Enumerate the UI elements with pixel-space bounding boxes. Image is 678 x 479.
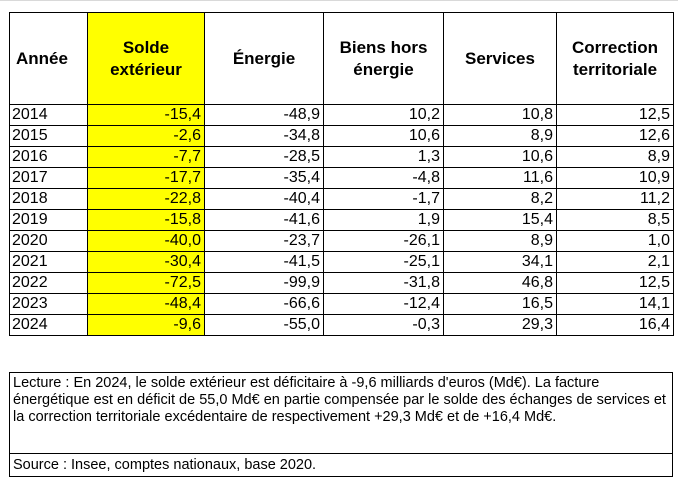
table-row: 2015 -2,6 -34,8 10,6 8,9 12,6	[9, 125, 674, 147]
cell-solde-exterieur[interactable]: -40,0	[87, 230, 205, 252]
header-annee[interactable]: Année	[9, 12, 88, 105]
cell-services[interactable]: 11,6	[443, 167, 557, 189]
cell-energie[interactable]: -41,6	[204, 209, 324, 231]
cell-annee[interactable]: 2020	[9, 230, 88, 252]
cell-energie[interactable]: -28,5	[204, 146, 324, 168]
cell-energie[interactable]: -40,4	[204, 188, 324, 210]
header-row: Année Solde extérieur Énergie Biens hors…	[9, 12, 674, 105]
cell-solde-exterieur[interactable]: -9,6	[87, 314, 205, 336]
cell-correction-territoriale[interactable]: 12,6	[556, 125, 674, 147]
cell-correction-territoriale[interactable]: 16,4	[556, 314, 674, 336]
cell-services[interactable]: 10,8	[443, 104, 557, 126]
cell-solde-exterieur[interactable]: -22,8	[87, 188, 205, 210]
cell-services[interactable]: 34,1	[443, 251, 557, 273]
cell-energie[interactable]: -41,5	[204, 251, 324, 273]
cell-biens-hors-energie[interactable]: 10,2	[323, 104, 444, 126]
cell-services[interactable]: 29,3	[443, 314, 557, 336]
lecture-note[interactable]: Lecture : En 2024, le solde extérieur es…	[9, 372, 673, 454]
cell-annee[interactable]: 2022	[9, 272, 88, 294]
cell-annee[interactable]: 2024	[9, 314, 88, 336]
cell-biens-hors-energie[interactable]: -0,3	[323, 314, 444, 336]
cell-solde-exterieur[interactable]: -48,4	[87, 293, 205, 315]
cell-correction-territoriale[interactable]: 10,9	[556, 167, 674, 189]
cell-biens-hors-energie[interactable]: -26,1	[323, 230, 444, 252]
cell-annee[interactable]: 2015	[9, 125, 88, 147]
sheet-gridline	[0, 0, 678, 1]
cell-biens-hors-energie[interactable]: -12,4	[323, 293, 444, 315]
cell-energie[interactable]: -66,6	[204, 293, 324, 315]
table-row: 2014 -15,4 -48,9 10,2 10,8 12,5	[9, 104, 674, 126]
cell-solde-exterieur[interactable]: -15,4	[87, 104, 205, 126]
cell-annee[interactable]: 2017	[9, 167, 88, 189]
header-correction-territoriale[interactable]: Correction territoriale	[556, 12, 674, 105]
table-row: 2024 -9,6 -55,0 -0,3 29,3 16,4	[9, 314, 674, 336]
trade-balance-table: Année Solde extérieur Énergie Biens hors…	[9, 12, 674, 336]
table-row: 2022 -72,5 -99,9 -31,8 46,8 12,5	[9, 272, 674, 294]
cell-correction-territoriale[interactable]: 12,5	[556, 104, 674, 126]
cell-biens-hors-energie[interactable]: -25,1	[323, 251, 444, 273]
cell-solde-exterieur[interactable]: -72,5	[87, 272, 205, 294]
cell-energie[interactable]: -34,8	[204, 125, 324, 147]
cell-energie[interactable]: -23,7	[204, 230, 324, 252]
cell-correction-territoriale[interactable]: 12,5	[556, 272, 674, 294]
cell-solde-exterieur[interactable]: -30,4	[87, 251, 205, 273]
cell-biens-hors-energie[interactable]: -4,8	[323, 167, 444, 189]
cell-biens-hors-energie[interactable]: -1,7	[323, 188, 444, 210]
header-biens-hors-energie[interactable]: Biens hors énergie	[323, 12, 444, 105]
source-note[interactable]: Source : Insee, comptes nationaux, base …	[9, 454, 673, 477]
table-row: 2020 -40,0 -23,7 -26,1 8,9 1,0	[9, 230, 674, 252]
cell-biens-hors-energie[interactable]: 1,3	[323, 146, 444, 168]
cell-correction-territoriale[interactable]: 1,0	[556, 230, 674, 252]
cell-correction-territoriale[interactable]: 14,1	[556, 293, 674, 315]
table-row: 2018 -22,8 -40,4 -1,7 8,2 11,2	[9, 188, 674, 210]
cell-services[interactable]: 16,5	[443, 293, 557, 315]
cell-solde-exterieur[interactable]: -2,6	[87, 125, 205, 147]
table-row: 2019 -15,8 -41,6 1,9 15,4 8,5	[9, 209, 674, 231]
table-row: 2023 -48,4 -66,6 -12,4 16,5 14,1	[9, 293, 674, 315]
cell-solde-exterieur[interactable]: -17,7	[87, 167, 205, 189]
table-row: 2017 -17,7 -35,4 -4,8 11,6 10,9	[9, 167, 674, 189]
cell-annee[interactable]: 2023	[9, 293, 88, 315]
cell-biens-hors-energie[interactable]: -31,8	[323, 272, 444, 294]
cell-services[interactable]: 10,6	[443, 146, 557, 168]
cell-services[interactable]: 8,2	[443, 188, 557, 210]
cell-services[interactable]: 15,4	[443, 209, 557, 231]
cell-biens-hors-energie[interactable]: 10,6	[323, 125, 444, 147]
cell-correction-territoriale[interactable]: 8,9	[556, 146, 674, 168]
cell-annee[interactable]: 2016	[9, 146, 88, 168]
cell-services[interactable]: 8,9	[443, 230, 557, 252]
table-body: 2014 -15,4 -48,9 10,2 10,8 12,5 2015 -2,6 -34,8 1…	[9, 104, 674, 336]
cell-correction-territoriale[interactable]: 11,2	[556, 188, 674, 210]
cell-annee[interactable]: 2019	[9, 209, 88, 231]
cell-solde-exterieur[interactable]: -7,7	[87, 146, 205, 168]
cell-solde-exterieur[interactable]: -15,8	[87, 209, 205, 231]
header-energie[interactable]: Énergie	[204, 12, 324, 105]
header-services[interactable]: Services	[443, 12, 557, 105]
cell-annee[interactable]: 2018	[9, 188, 88, 210]
header-solde-exterieur[interactable]: Solde extérieur	[87, 12, 205, 105]
cell-biens-hors-energie[interactable]: 1,9	[323, 209, 444, 231]
cell-annee[interactable]: 2014	[9, 104, 88, 126]
cell-energie[interactable]: -35,4	[204, 167, 324, 189]
cell-correction-territoriale[interactable]: 8,5	[556, 209, 674, 231]
cell-energie[interactable]: -99,9	[204, 272, 324, 294]
cell-annee[interactable]: 2021	[9, 251, 88, 273]
table-row: 2016 -7,7 -28,5 1,3 10,6 8,9	[9, 146, 674, 168]
cell-energie[interactable]: -48,9	[204, 104, 324, 126]
cell-services[interactable]: 8,9	[443, 125, 557, 147]
cell-services[interactable]: 46,8	[443, 272, 557, 294]
cell-correction-territoriale[interactable]: 2,1	[556, 251, 674, 273]
table-row: 2021 -30,4 -41,5 -25,1 34,1 2,1	[9, 251, 674, 273]
cell-energie[interactable]: -55,0	[204, 314, 324, 336]
